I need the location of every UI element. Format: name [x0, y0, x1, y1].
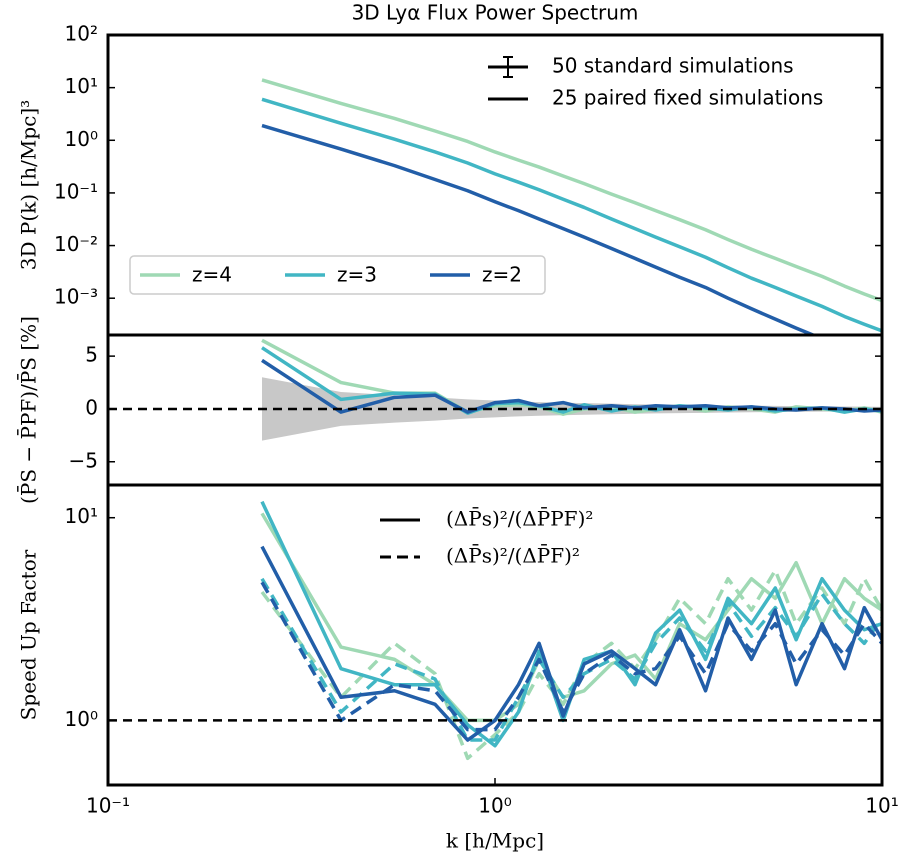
- y-axis-label: (P̄S − P̄PF)/P̄S [%]: [16, 316, 41, 504]
- legend-label: z=2: [482, 263, 522, 287]
- y-tick-label: 10⁻²: [54, 232, 98, 256]
- x-axis-label: k [h/Mpc]: [446, 829, 544, 853]
- y-axis-label: 3D P(k) [h/Mpc]³: [17, 100, 41, 270]
- legend-label: 50 standard simulations: [552, 54, 794, 78]
- series-line: [261, 78, 882, 303]
- y-tick-label: −5: [69, 448, 98, 472]
- y-tick-label: 10⁰: [65, 127, 98, 151]
- y-tick-label: 10⁻¹: [54, 179, 98, 203]
- y-axis-label: Speed Up Factor: [17, 549, 41, 720]
- legend-label: (ΔP̄s)²/(ΔP̄PF)²: [446, 506, 593, 531]
- legend-box: [129, 255, 546, 295]
- x-tick-label: 10¹: [865, 794, 898, 818]
- y-tick-label: 10⁻³: [54, 285, 98, 309]
- series-line: [261, 123, 818, 335]
- legend-label: z=4: [192, 263, 232, 287]
- chart-title: 3D Lyα Flux Power Spectrum: [352, 1, 639, 25]
- series-line: [261, 97, 882, 333]
- series-line: [260, 512, 882, 723]
- plot-area: [261, 78, 882, 335]
- plot-area: [261, 338, 882, 441]
- x-tick-label: 10⁰: [478, 794, 511, 818]
- legend-label: (ΔP̄s)²/(ΔP̄F)²: [446, 543, 580, 568]
- y-tick-label: 10¹: [65, 504, 98, 528]
- series-line: [260, 581, 882, 732]
- plot-area: [260, 500, 882, 761]
- y-tick-label: 10¹: [65, 74, 98, 98]
- y-tick-label: 5: [85, 343, 98, 367]
- y-tick-label: 0: [85, 395, 98, 419]
- legend-label: 25 paired fixed simulations: [552, 86, 823, 110]
- y-tick-label: 10²: [65, 22, 98, 46]
- x-tick-label: 10⁻¹: [86, 794, 130, 818]
- series-line: [260, 545, 882, 742]
- y-tick-label: 10⁰: [65, 707, 98, 731]
- series-line: [260, 577, 882, 742]
- legend-label: z=3: [337, 263, 377, 287]
